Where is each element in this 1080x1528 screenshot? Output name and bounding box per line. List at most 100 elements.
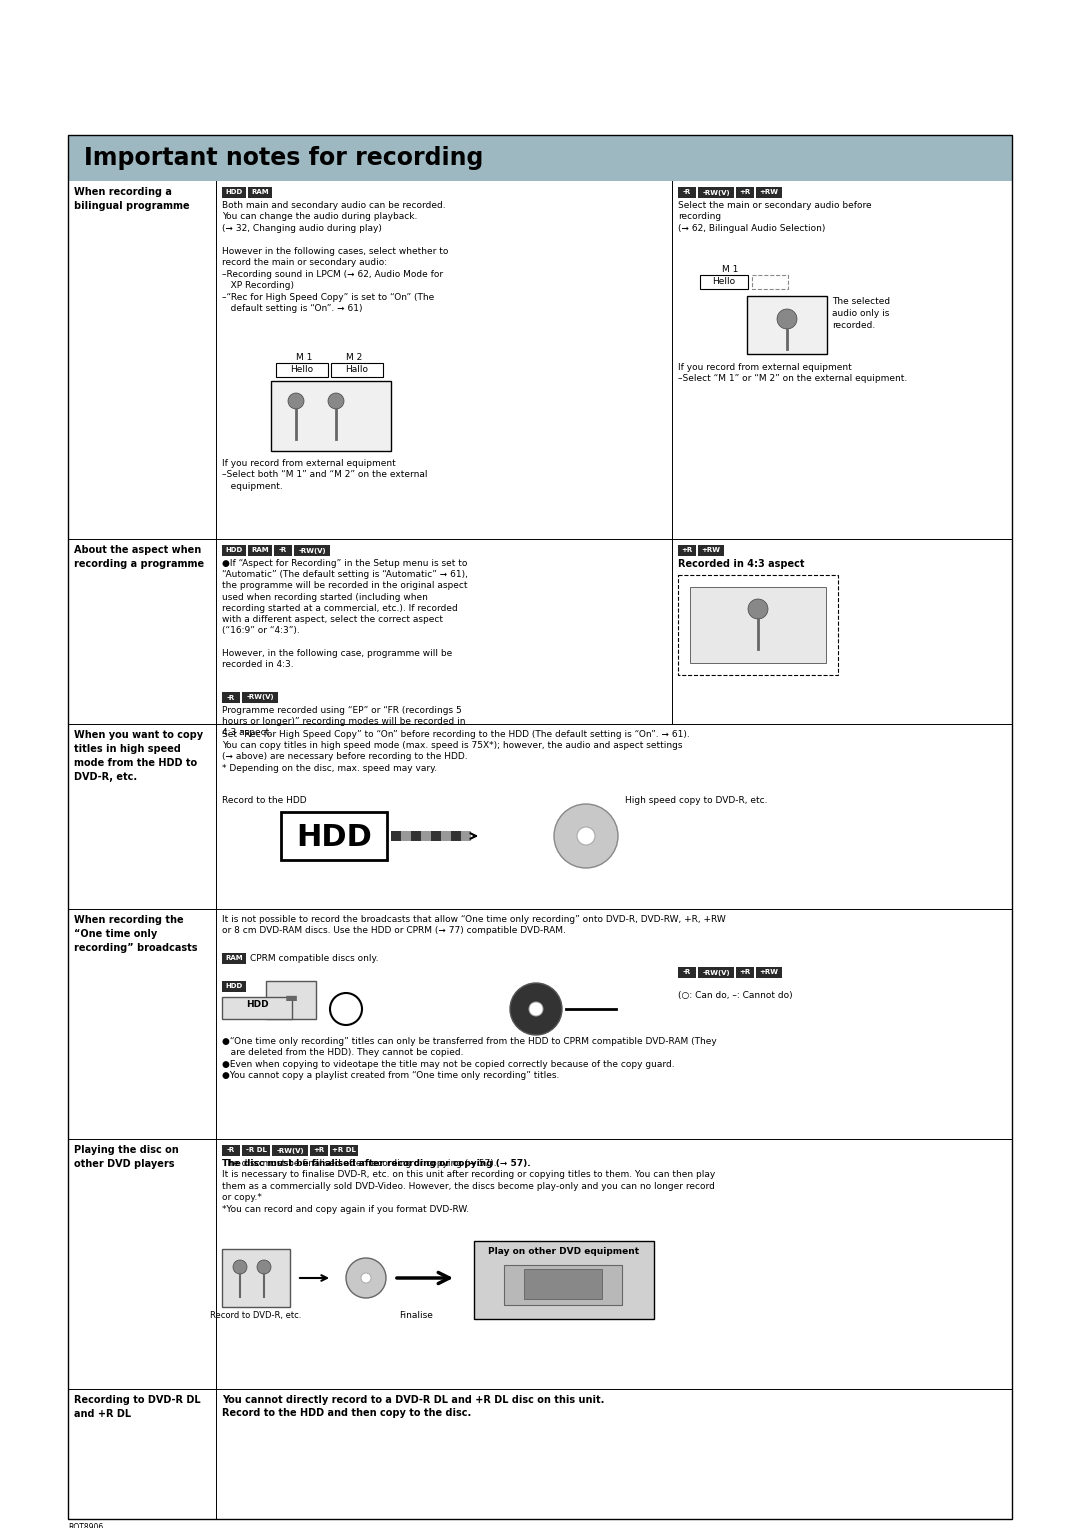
- Bar: [294, 545, 330, 556]
- Text: RAM: RAM: [252, 547, 269, 553]
- Text: (○: Can do, –: Cannot do): (○: Can do, –: Cannot do): [678, 992, 793, 999]
- Circle shape: [328, 393, 345, 410]
- Text: -RW(V): -RW(V): [276, 1148, 303, 1154]
- Bar: [474, 1241, 654, 1319]
- Text: The selected
audio only is
recorded.: The selected audio only is recorded.: [832, 296, 890, 330]
- Bar: [242, 1144, 270, 1157]
- Text: It is not possible to record the broadcasts that allow “One time only recording”: It is not possible to record the broadca…: [222, 915, 726, 935]
- Bar: [274, 545, 292, 556]
- Text: +R: +R: [740, 189, 751, 196]
- Text: High speed copy to DVD-R, etc.: High speed copy to DVD-R, etc.: [624, 796, 767, 805]
- Circle shape: [577, 827, 595, 845]
- Bar: [735, 186, 754, 199]
- Text: ▬: ▬: [284, 992, 298, 1005]
- Bar: [524, 1268, 602, 1299]
- Bar: [222, 1144, 240, 1157]
- Bar: [690, 587, 826, 663]
- Text: M 1: M 1: [723, 264, 739, 274]
- Bar: [68, 134, 1012, 1519]
- Bar: [431, 831, 441, 840]
- Text: M 2: M 2: [346, 353, 362, 362]
- Text: +RW: +RW: [702, 547, 720, 553]
- Text: The disc must be finalised after recording or copying (➞ 57).
It is necessary to: The disc must be finalised after recordi…: [222, 1160, 715, 1213]
- Bar: [281, 811, 387, 860]
- Text: -R: -R: [227, 1148, 235, 1154]
- Text: About the aspect when
recording a programme: About the aspect when recording a progra…: [75, 545, 204, 568]
- Text: Play on other DVD equipment: Play on other DVD equipment: [488, 1247, 639, 1256]
- Bar: [504, 1265, 622, 1305]
- Text: Hallo: Hallo: [346, 365, 368, 374]
- Text: Recording to DVD-R DL
and +R DL: Recording to DVD-R DL and +R DL: [75, 1395, 201, 1420]
- Bar: [678, 186, 696, 199]
- Bar: [310, 1144, 328, 1157]
- Circle shape: [361, 1273, 372, 1284]
- Bar: [222, 981, 246, 992]
- Text: ●If “Aspect for Recording” in the Setup menu is set to
“Automatic” (The default : ●If “Aspect for Recording” in the Setup …: [222, 559, 468, 669]
- Circle shape: [346, 1258, 386, 1297]
- Text: Programme recorded using “EP” or “FR (recordings 5
hours or longer)” recording m: Programme recorded using “EP” or “FR (re…: [222, 706, 465, 738]
- Bar: [391, 831, 401, 840]
- Bar: [698, 967, 734, 978]
- Text: Recorded in 4:3 aspect: Recorded in 4:3 aspect: [678, 559, 805, 568]
- Bar: [330, 1144, 357, 1157]
- Bar: [248, 545, 272, 556]
- Text: Playing the disc on
other DVD players: Playing the disc on other DVD players: [75, 1144, 179, 1169]
- Bar: [222, 996, 292, 1019]
- Text: When you want to copy
titles in high speed
mode from the HDD to
DVD-R, etc.: When you want to copy titles in high spe…: [75, 730, 203, 782]
- Text: +RW: +RW: [759, 969, 779, 975]
- Bar: [698, 545, 724, 556]
- Circle shape: [777, 309, 797, 329]
- Text: ●“One time only recording” titles can only be transferred from the HDD to CPRM c: ●“One time only recording” titles can on…: [222, 1038, 717, 1080]
- Bar: [271, 380, 391, 451]
- Bar: [421, 831, 431, 840]
- Bar: [248, 186, 272, 199]
- Text: Finalise: Finalise: [400, 1311, 433, 1320]
- Text: HDD: HDD: [226, 547, 243, 553]
- Circle shape: [257, 1261, 271, 1274]
- Text: HDD: HDD: [296, 824, 372, 853]
- Text: RAM: RAM: [226, 955, 243, 961]
- Text: RQT8906: RQT8906: [68, 1523, 104, 1528]
- Bar: [272, 1144, 308, 1157]
- Text: -RW(V): -RW(V): [298, 547, 326, 553]
- Text: CPRM compatible discs only.: CPRM compatible discs only.: [249, 953, 378, 963]
- Circle shape: [330, 993, 362, 1025]
- Bar: [756, 186, 782, 199]
- Bar: [401, 831, 411, 840]
- Text: -R: -R: [279, 547, 287, 553]
- Text: -R: -R: [683, 189, 691, 196]
- Bar: [222, 1248, 291, 1306]
- Text: -R: -R: [227, 695, 235, 700]
- Text: M 1: M 1: [296, 353, 312, 362]
- Text: Hello: Hello: [713, 277, 735, 286]
- Text: When recording a
bilingual programme: When recording a bilingual programme: [75, 186, 190, 211]
- Bar: [441, 831, 451, 840]
- Text: +R: +R: [313, 1148, 325, 1154]
- Bar: [678, 967, 696, 978]
- Bar: [68, 134, 1012, 180]
- Text: HDD: HDD: [245, 999, 268, 1008]
- Bar: [276, 364, 328, 377]
- Text: -R: -R: [683, 969, 691, 975]
- Text: Hello: Hello: [291, 365, 313, 374]
- Text: Set “Rec for High Speed Copy” to “On” before recording to the HDD (The default s: Set “Rec for High Speed Copy” to “On” be…: [222, 730, 690, 773]
- Text: When recording the
“One time only
recording” broadcasts: When recording the “One time only record…: [75, 915, 198, 953]
- Text: +R DL: +R DL: [332, 1148, 356, 1154]
- Bar: [752, 275, 788, 289]
- Bar: [735, 967, 754, 978]
- Text: You cannot directly record to a DVD-R DL and +R DL disc on this unit.
Record to : You cannot directly record to a DVD-R DL…: [222, 1395, 605, 1418]
- Circle shape: [748, 599, 768, 619]
- Text: -RW(V): -RW(V): [702, 189, 730, 196]
- Circle shape: [554, 804, 618, 868]
- Text: -RW(V): -RW(V): [702, 969, 730, 975]
- Bar: [678, 545, 696, 556]
- Bar: [678, 575, 838, 675]
- Text: HDD: HDD: [226, 984, 243, 990]
- Circle shape: [529, 1002, 543, 1016]
- Text: Important notes for recording: Important notes for recording: [84, 147, 484, 170]
- Bar: [411, 831, 421, 840]
- Text: Both main and secondary audio can be recorded.
You can change the audio during p: Both main and secondary audio can be rec…: [222, 202, 448, 313]
- Bar: [222, 953, 246, 964]
- Bar: [451, 831, 461, 840]
- Text: Select the main or secondary audio before
recording
(➞ 62, Bilingual Audio Selec: Select the main or secondary audio befor…: [678, 202, 872, 232]
